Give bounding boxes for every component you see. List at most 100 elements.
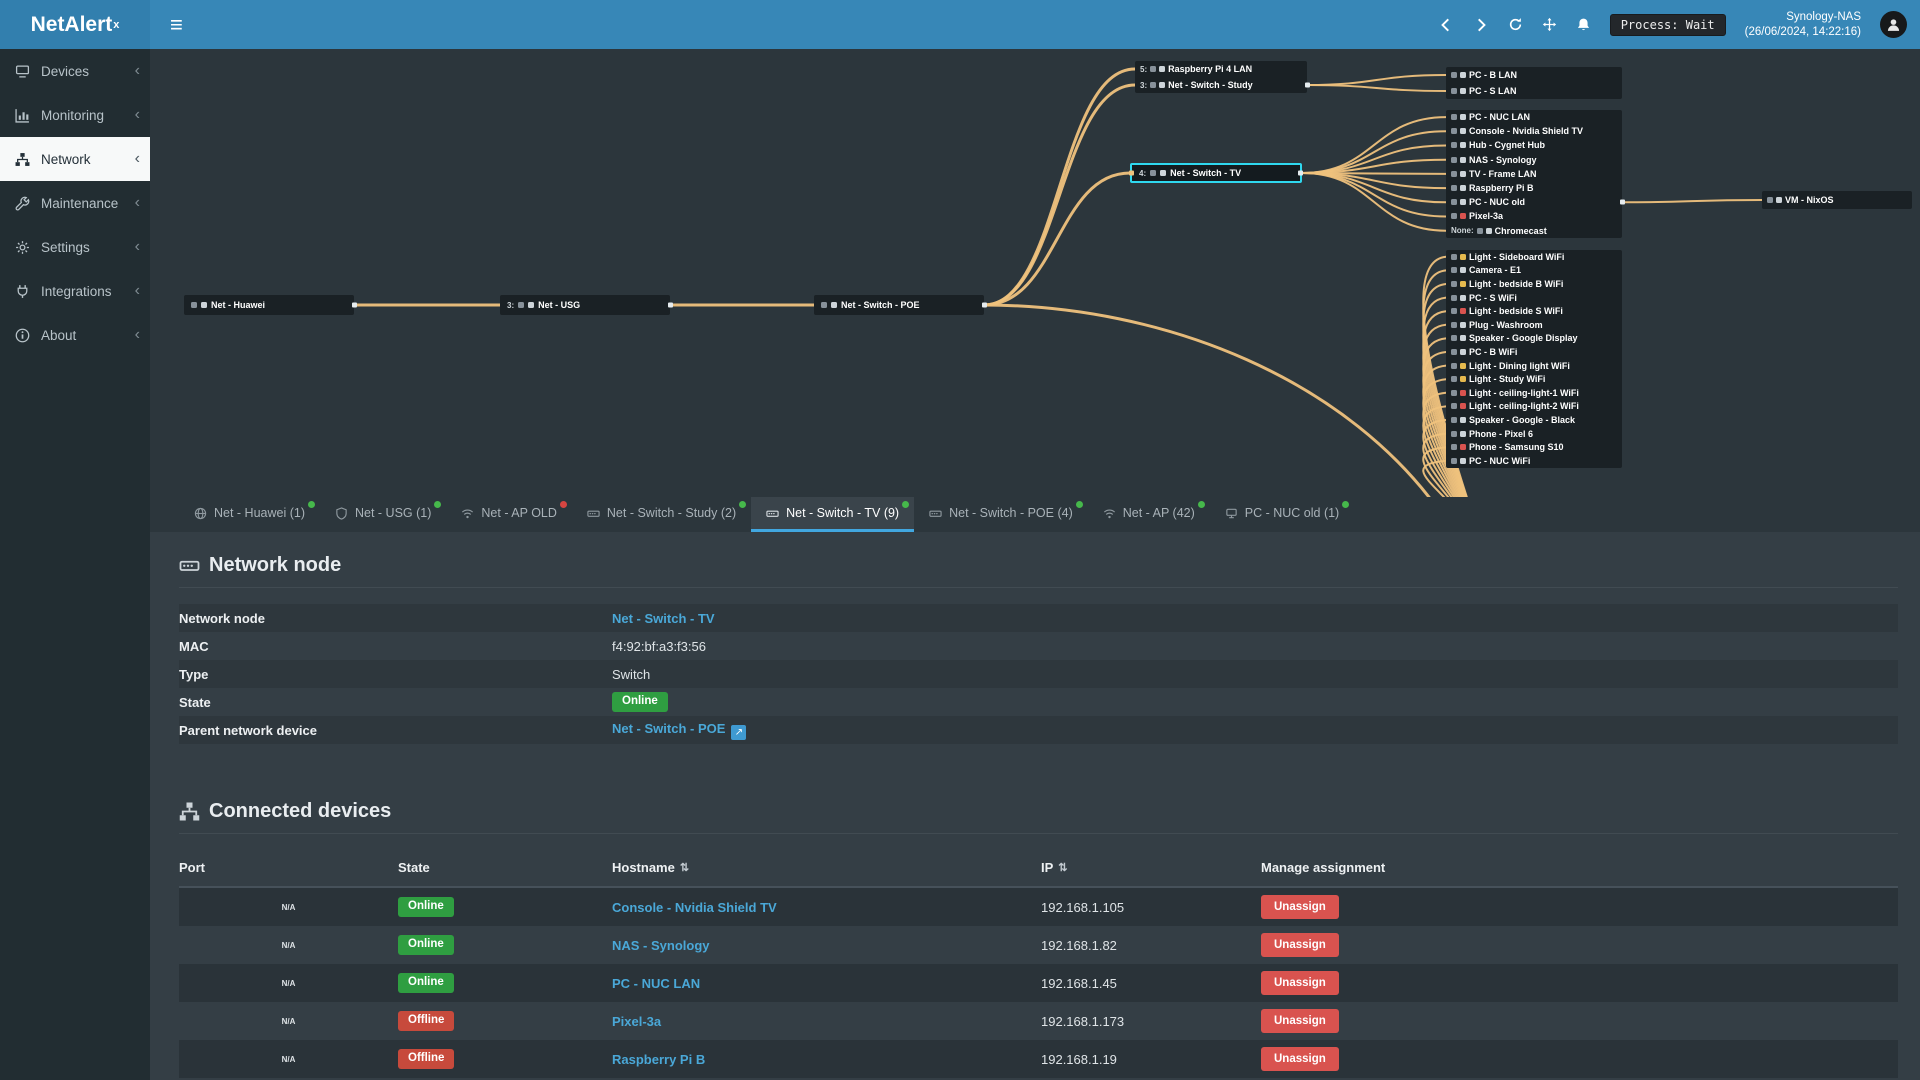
sort-icon[interactable]: ⇅ (1058, 861, 1068, 874)
switch-icon (766, 510, 779, 517)
pc-icon (1460, 348, 1466, 355)
port-number: 3: (507, 300, 515, 310)
hostname-link[interactable]: PC - NUC LAN (612, 975, 701, 991)
server-name: Synology-NAS (1786, 10, 1861, 23)
tree-node-label: NAS - Synology (1469, 154, 1537, 165)
refresh-icon[interactable] (1508, 17, 1523, 32)
tab-pc-nuc-old-1[interactable]: PC - NUC old (1) (1210, 497, 1354, 532)
tree-node-hub-cygnet-hub[interactable]: Hub - Cygnet Hub (1446, 138, 1622, 152)
tree-node-pc-b-wifi[interactable]: PC - B WiFi (1446, 345, 1622, 359)
back-icon[interactable] (1438, 17, 1454, 33)
tree-node-chromecast[interactable]: None: Chromecast (1446, 224, 1622, 238)
column-header-ip[interactable]: IP ⇅ (1041, 859, 1068, 875)
sidebar-item-maintenance[interactable]: Maintenance ‹ (0, 181, 150, 225)
tree-node-net-switch-poe[interactable]: Net - Switch - POE (814, 295, 987, 315)
network-node-link[interactable]: Net - Switch - TV (612, 610, 715, 626)
hostname-link[interactable]: Pixel-3a (612, 1013, 662, 1029)
forward-icon[interactable] (1473, 17, 1489, 33)
tree-node-label: Light - Dining light WiFi (1469, 360, 1570, 371)
node-tabs: Net - Huawei (1) Net - USG (1) Net - AP OL… (150, 497, 1920, 532)
unassign-button[interactable]: Unassign (1261, 1009, 1339, 1033)
tree-node-nas-synology[interactable]: NAS - Synology (1446, 153, 1622, 167)
tree-node-light-ceiling-light-2-wifi[interactable]: Light - ceiling-light-2 WiFi (1446, 400, 1622, 414)
tab-net-huawei-1[interactable]: Net - Huawei (1) (179, 497, 320, 532)
unassign-button[interactable]: Unassign (1261, 1047, 1339, 1071)
sidebar-item-settings[interactable]: Settings ‹ (0, 225, 150, 269)
sidebar-item-network[interactable]: Network ‹ (0, 137, 150, 181)
tree-node-pc-s-lan[interactable]: PC - S LAN (1446, 83, 1622, 99)
speaker-icon (1460, 416, 1466, 423)
tree-node-pc-s-wifi[interactable]: PC - S WiFi (1446, 291, 1622, 305)
connection-type-icon (1451, 376, 1457, 383)
hostname-link[interactable]: NAS - Synology (612, 937, 710, 953)
tree-node-light-dining-light-wifi[interactable]: Light - Dining light WiFi (1446, 359, 1622, 373)
unassign-button[interactable]: Unassign (1261, 971, 1339, 995)
tree-node-light-bedside-s-wifi[interactable]: Light - bedside S WiFi (1446, 304, 1622, 318)
unassign-button[interactable]: Unassign (1261, 895, 1339, 919)
tree-node-raspberry-pi-4-lan[interactable]: 5: Raspberry Pi 4 LAN (1135, 61, 1307, 77)
hostname-link[interactable]: Console - Nvidia Shield TV (612, 899, 777, 915)
light-icon (1460, 389, 1466, 396)
tab-net-switch-study-2[interactable]: Net - Switch - Study (2) (572, 497, 751, 532)
tree-node-phone-pixel-6[interactable]: Phone - Pixel 6 (1446, 427, 1622, 441)
tree-node-speaker-google-display[interactable]: Speaker - Google Display (1446, 332, 1622, 346)
wifi-icon (462, 509, 474, 518)
tree-node-net-switch-tv[interactable]: 4: Net - Switch - TV (1129, 163, 1303, 183)
hostname-link[interactable]: Raspberry Pi B (612, 1051, 706, 1067)
status-dot (559, 501, 567, 508)
sidebar-item-devices[interactable]: Devices ‹ (0, 49, 150, 93)
detail-row-parent-network-device: Parent network device Net - Switch - POE ↗ (179, 716, 1898, 744)
tree-node-pixel-3a[interactable]: Pixel-3a (1446, 209, 1622, 223)
port-cell: N/A (281, 1054, 296, 1064)
forward-arrow-icon (1477, 18, 1486, 31)
tab-net-switch-poe-4[interactable]: Net - Switch - POE (4) (914, 497, 1088, 532)
parent-node-link[interactable]: Net - Switch - POE (612, 720, 726, 736)
ip-cell: 192.168.1.105 (1041, 899, 1125, 915)
table-row: N/A Offline Raspberry Pi B 192.168.1.19 Unas… (179, 1040, 1898, 1078)
monitoring-icon (15, 108, 29, 123)
tab-net-ap-42[interactable]: Net - AP (42) (1088, 497, 1210, 532)
tree-node-speaker-google-black[interactable]: Speaker - Google - Black (1446, 413, 1622, 427)
sidebar-item-monitoring[interactable]: Monitoring ‹ (0, 93, 150, 137)
move-icon[interactable] (1542, 17, 1557, 32)
app-logo-text: NetAlert (30, 12, 113, 36)
devices-icon (15, 65, 30, 77)
ip-cell: 192.168.1.45 (1041, 975, 1117, 991)
tree-node-pc-nuc-wifi[interactable]: PC - NUC WiFi (1446, 454, 1622, 468)
column-header-hostname[interactable]: Hostname ⇅ (612, 859, 690, 875)
tree-node-plug-washroom[interactable]: Plug - Washroom (1446, 318, 1622, 332)
tree-node-light-study-wifi[interactable]: Light - Study WiFi (1446, 372, 1622, 386)
avatar[interactable] (1880, 11, 1907, 38)
tree-node-net-huawei[interactable]: Net - Huawei (184, 295, 357, 315)
plug-icon (1460, 321, 1466, 328)
divider (179, 587, 1898, 588)
tree-node-console-nvidia-shield-tv[interactable]: Console - Nvidia Shield TV (1446, 124, 1622, 138)
unassign-button[interactable]: Unassign (1261, 933, 1339, 957)
tree-node-light-ceiling-light-1-wifi[interactable]: Light - ceiling-light-1 WiFi (1446, 386, 1622, 400)
tree-node-phone-samsung-s10[interactable]: Phone - Samsung S10 (1446, 440, 1622, 454)
open-parent-icon[interactable]: ↗ (731, 724, 747, 740)
tab-net-switch-tv-9[interactable]: Net - Switch - TV (9) (751, 497, 915, 532)
tree-node-pc-nuc-lan[interactable]: PC - NUC LAN (1446, 110, 1622, 124)
tree-node-raspberry-pi-b[interactable]: Raspberry Pi B (1446, 181, 1622, 195)
tree-node-label: Console - Nvidia Shield TV (1469, 126, 1584, 137)
sort-icon[interactable]: ⇅ (679, 861, 690, 874)
switch-icon (179, 560, 200, 571)
tab-net-ap-old[interactable]: Net - AP OLD (446, 497, 572, 532)
sidebar-item-about[interactable]: About ‹ (0, 313, 150, 357)
devices-table-header: Port State Hostname ⇅ IP ⇅ Manage assignme… (179, 848, 1898, 888)
tree-node-light-sideboard-wifi[interactable]: Light - Sideboard WiFi (1446, 250, 1622, 264)
sidebar-item-integrations[interactable]: Integrations ‹ (0, 269, 150, 313)
tree-node-pc-nuc-old[interactable]: PC - NUC old (1446, 195, 1625, 209)
notifications-icon[interactable] (1576, 17, 1591, 32)
tree-node-net-switch-study[interactable]: 3: Net - Switch - Study (1135, 77, 1310, 93)
tree-node-tv-frame-lan[interactable]: TV - Frame LAN (1446, 167, 1622, 181)
tree-node-vm-nixos[interactable]: VM - NixOS (1762, 191, 1912, 209)
tree-node-pc-b-lan[interactable]: PC - B LAN (1446, 67, 1622, 83)
tab-net-usg-1[interactable]: Net - USG (1) (320, 497, 446, 532)
tree-node-net-usg[interactable]: 3: Net - USG (500, 295, 673, 315)
tree-node-camera-e1[interactable]: Camera - E1 (1446, 264, 1622, 278)
tree-node-light-bedside-b-wifi[interactable]: Light - bedside B WiFi (1446, 277, 1622, 291)
user-icon (1887, 19, 1900, 31)
menu-icon[interactable]: ≡ (170, 11, 183, 37)
